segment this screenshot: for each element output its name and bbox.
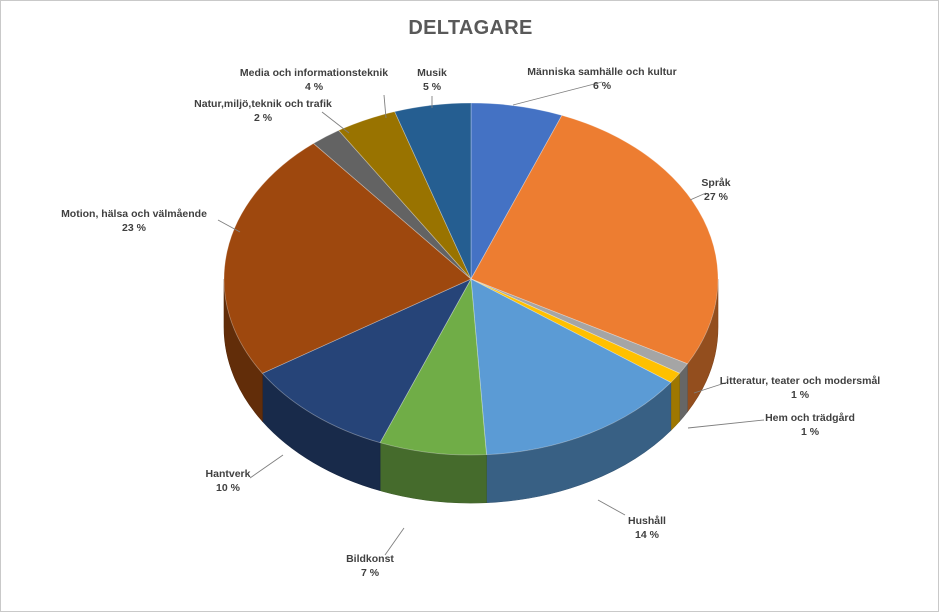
slice-label-sprak: Språk xyxy=(701,177,730,189)
slice-label-hantverk: Hantverk xyxy=(206,468,251,480)
slice-bildkonst[interactable] xyxy=(379,277,487,456)
leader-line-hushall xyxy=(597,499,626,516)
leader-line-manniska-samhalle-och-kultur xyxy=(512,81,603,106)
slice-sprak[interactable] xyxy=(470,114,719,365)
slice-value-motion-halsa-och-valmaende: 23 % xyxy=(122,222,147,234)
slice-hem-och-tradgard[interactable] xyxy=(470,278,681,383)
slice-value-litteratur-teater-och-modersmal: 1 % xyxy=(791,389,810,401)
leader-line-motion-halsa-och-valmaende xyxy=(217,219,241,233)
slice-value-media-och-informationsteknik: 4 % xyxy=(305,81,324,93)
slice-side-hem-och-tradgard xyxy=(670,372,680,432)
leader-line-media-och-informationsteknik xyxy=(383,94,387,119)
chart-title: DELTAGARE xyxy=(408,17,533,39)
slice-litteratur-teater-och-modersmal[interactable] xyxy=(470,278,689,374)
slice-label-hushall: Hushåll xyxy=(628,515,666,527)
slice-label-litteratur-teater-och-modersmal: Litteratur, teater och modersmål xyxy=(720,375,881,387)
leader-line-hem-och-tradgard xyxy=(687,419,765,429)
slice-label-hem-och-tradgard: Hem och trädgård xyxy=(765,412,855,424)
slice-label-bildkonst: Bildkonst xyxy=(346,553,394,565)
slice-value-hem-och-tradgard: 1 % xyxy=(801,426,820,438)
slice-natur-miljo-teknik-och-trafik[interactable] xyxy=(312,129,472,280)
slice-label-media-och-informationsteknik: Media och informationsteknik xyxy=(240,67,388,79)
slice-hantverk[interactable] xyxy=(261,278,472,444)
leader-line-bildkonst xyxy=(384,527,405,556)
slice-value-sprak: 27 % xyxy=(704,191,729,203)
pie-tops xyxy=(223,102,719,456)
slice-value-hushall: 14 % xyxy=(635,529,660,541)
slice-labels: Människa samhälle och kultur 6 % Språk 27 %… xyxy=(61,66,880,579)
slice-value-manniska-samhalle-och-kultur: 6 % xyxy=(593,80,612,92)
slice-value-hantverk: 10 % xyxy=(216,482,241,494)
slice-value-musik: 5 % xyxy=(423,81,442,93)
slice-motion-halsa-och-valmaende[interactable] xyxy=(223,142,472,374)
slice-label-motion-halsa-och-valmaende: Motion, hälsa och välmående xyxy=(61,208,207,220)
slice-label-musik: Musik xyxy=(417,67,447,79)
leader-lines xyxy=(217,81,765,556)
slice-label-natur-miljo-teknik-och-trafik: Natur,miljö,teknik och trafik xyxy=(194,98,332,110)
slice-media-och-informationsteknik[interactable] xyxy=(337,111,472,280)
slice-value-natur-miljo-teknik-och-trafik: 2 % xyxy=(254,112,273,124)
leader-line-sprak xyxy=(689,192,707,201)
leader-line-litteratur-teater-och-modersmal xyxy=(693,381,729,394)
slice-manniska-samhalle-och-kultur[interactable] xyxy=(470,102,563,281)
slice-label-manniska-samhalle-och-kultur: Människa samhälle och kultur xyxy=(527,66,676,78)
leader-line-natur-miljo-teknik-och-trafik xyxy=(321,111,350,134)
leader-line-hantverk xyxy=(249,454,284,479)
slice-hushall[interactable] xyxy=(470,278,672,456)
slice-value-bildkonst: 7 % xyxy=(361,567,380,579)
